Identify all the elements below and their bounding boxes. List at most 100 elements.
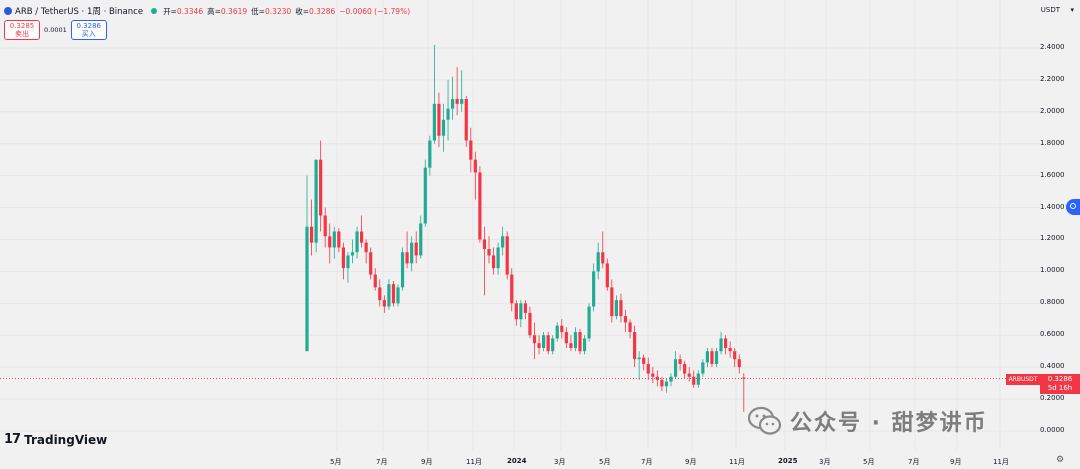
candle-body bbox=[742, 377, 746, 379]
candle-body bbox=[369, 252, 373, 275]
ohlc-change: −0.0060 (−1.79%) bbox=[339, 6, 411, 16]
price-chart[interactable] bbox=[0, 0, 1040, 469]
candle bbox=[724, 335, 728, 355]
candle-body bbox=[587, 306, 591, 339]
candle-body bbox=[373, 274, 377, 288]
candle-body bbox=[460, 99, 464, 104]
x-tick-label: 3月 bbox=[554, 458, 566, 466]
candle bbox=[692, 370, 696, 388]
candle bbox=[619, 293, 623, 323]
candle-body bbox=[309, 226, 314, 243]
candle-body bbox=[510, 274, 514, 304]
x-tick-label: 11月 bbox=[993, 458, 1009, 466]
y-tick-label: 1.8000 bbox=[1040, 138, 1065, 147]
candle bbox=[314, 159, 318, 253]
candle bbox=[605, 258, 609, 291]
chevron-down-icon[interactable]: ▾ bbox=[1070, 6, 1074, 14]
candle bbox=[678, 354, 682, 371]
candle-body bbox=[496, 247, 500, 269]
candle bbox=[328, 223, 332, 264]
symbol-title[interactable]: ARB / TetherUS · 1周 · Binance bbox=[15, 7, 144, 17]
candle bbox=[714, 348, 719, 368]
candle bbox=[478, 166, 482, 243]
buy-button[interactable]: 0.3286 买入 bbox=[70, 20, 107, 40]
alert-side-button[interactable] bbox=[1066, 199, 1080, 215]
candle-body bbox=[719, 338, 723, 352]
candle bbox=[332, 226, 336, 259]
sell-price: 0.3285 bbox=[9, 22, 35, 30]
candle-body bbox=[678, 359, 682, 364]
ohlc-close: 收=0.3286 bbox=[295, 6, 336, 16]
watermark-text: 公众号 · 甜梦讲币 bbox=[790, 411, 988, 436]
candle-body bbox=[364, 242, 368, 253]
y-tick-label: 0.2000 bbox=[1040, 394, 1065, 403]
x-tick-label: 7月 bbox=[376, 458, 388, 466]
y-tick-label: 0.6000 bbox=[1040, 330, 1065, 339]
x-tick-label: 11月 bbox=[729, 458, 745, 466]
gear-icon[interactable]: ⚙ bbox=[1056, 455, 1065, 465]
candle-body bbox=[683, 363, 687, 374]
candle-body bbox=[596, 252, 600, 272]
currency-label[interactable]: USDT bbox=[1040, 6, 1060, 14]
candle-body bbox=[646, 363, 650, 374]
candle bbox=[582, 335, 587, 355]
candle bbox=[623, 309, 628, 333]
candle bbox=[496, 242, 500, 275]
x-tick-label: 9月 bbox=[421, 458, 433, 466]
last-price-value: 0.3286 bbox=[1047, 375, 1073, 383]
candle-body bbox=[714, 351, 719, 364]
tradingview-logo[interactable]: 17 TradingView bbox=[4, 432, 107, 447]
price-axis[interactable]: USDT ▾ 2.4000 2.2000 2.0000 1.8000 1.6000 1.4… bbox=[1038, 0, 1080, 469]
candle bbox=[360, 215, 364, 248]
y-tick-label: 1.2000 bbox=[1040, 234, 1065, 243]
candle bbox=[309, 199, 314, 256]
candle-body bbox=[501, 236, 505, 248]
y-tick-label: 1.0000 bbox=[1040, 266, 1065, 275]
ohlc-high: 高=0.3619 bbox=[207, 6, 248, 16]
ohlc-open: 开=0.3346 bbox=[163, 6, 204, 16]
candle-body bbox=[601, 252, 605, 264]
tradingview-mark-icon: 17 bbox=[4, 432, 21, 447]
candle bbox=[405, 231, 409, 269]
candle bbox=[382, 295, 386, 313]
candle bbox=[719, 332, 723, 355]
candle bbox=[410, 236, 414, 272]
candle bbox=[542, 332, 546, 352]
candle bbox=[455, 67, 459, 115]
candle bbox=[610, 279, 614, 323]
candle bbox=[514, 300, 518, 326]
candle-body bbox=[350, 252, 355, 256]
candle bbox=[428, 135, 432, 176]
sell-button[interactable]: 0.3285 卖出 bbox=[4, 20, 40, 40]
candle bbox=[537, 335, 541, 355]
candle bbox=[473, 151, 477, 200]
tradingview-text: TradingView bbox=[24, 432, 108, 447]
candle-body bbox=[487, 249, 491, 256]
y-tick-label: 2.4000 bbox=[1040, 42, 1065, 51]
x-tick-label: 5月 bbox=[863, 458, 875, 466]
candle bbox=[369, 247, 373, 280]
y-tick-label: 0.0000 bbox=[1040, 426, 1065, 434]
candle bbox=[464, 95, 468, 147]
candle bbox=[669, 373, 673, 387]
candle-body bbox=[737, 359, 741, 368]
candle-body bbox=[328, 236, 332, 248]
candle bbox=[642, 354, 646, 371]
candle bbox=[705, 348, 709, 368]
candle-body bbox=[546, 335, 550, 352]
candle-body bbox=[455, 99, 459, 104]
candle bbox=[355, 226, 359, 259]
candle-body bbox=[592, 271, 596, 307]
candle bbox=[364, 239, 368, 264]
candle-body bbox=[341, 247, 345, 269]
candle bbox=[683, 360, 687, 379]
candle-body bbox=[346, 255, 350, 269]
candle bbox=[701, 359, 705, 377]
candle bbox=[482, 226, 487, 296]
candle-body bbox=[387, 284, 391, 307]
candle bbox=[733, 348, 737, 368]
candle-body bbox=[664, 381, 669, 387]
candle bbox=[551, 335, 555, 355]
x-tick-label: 3月 bbox=[819, 458, 831, 466]
candle bbox=[441, 103, 446, 152]
